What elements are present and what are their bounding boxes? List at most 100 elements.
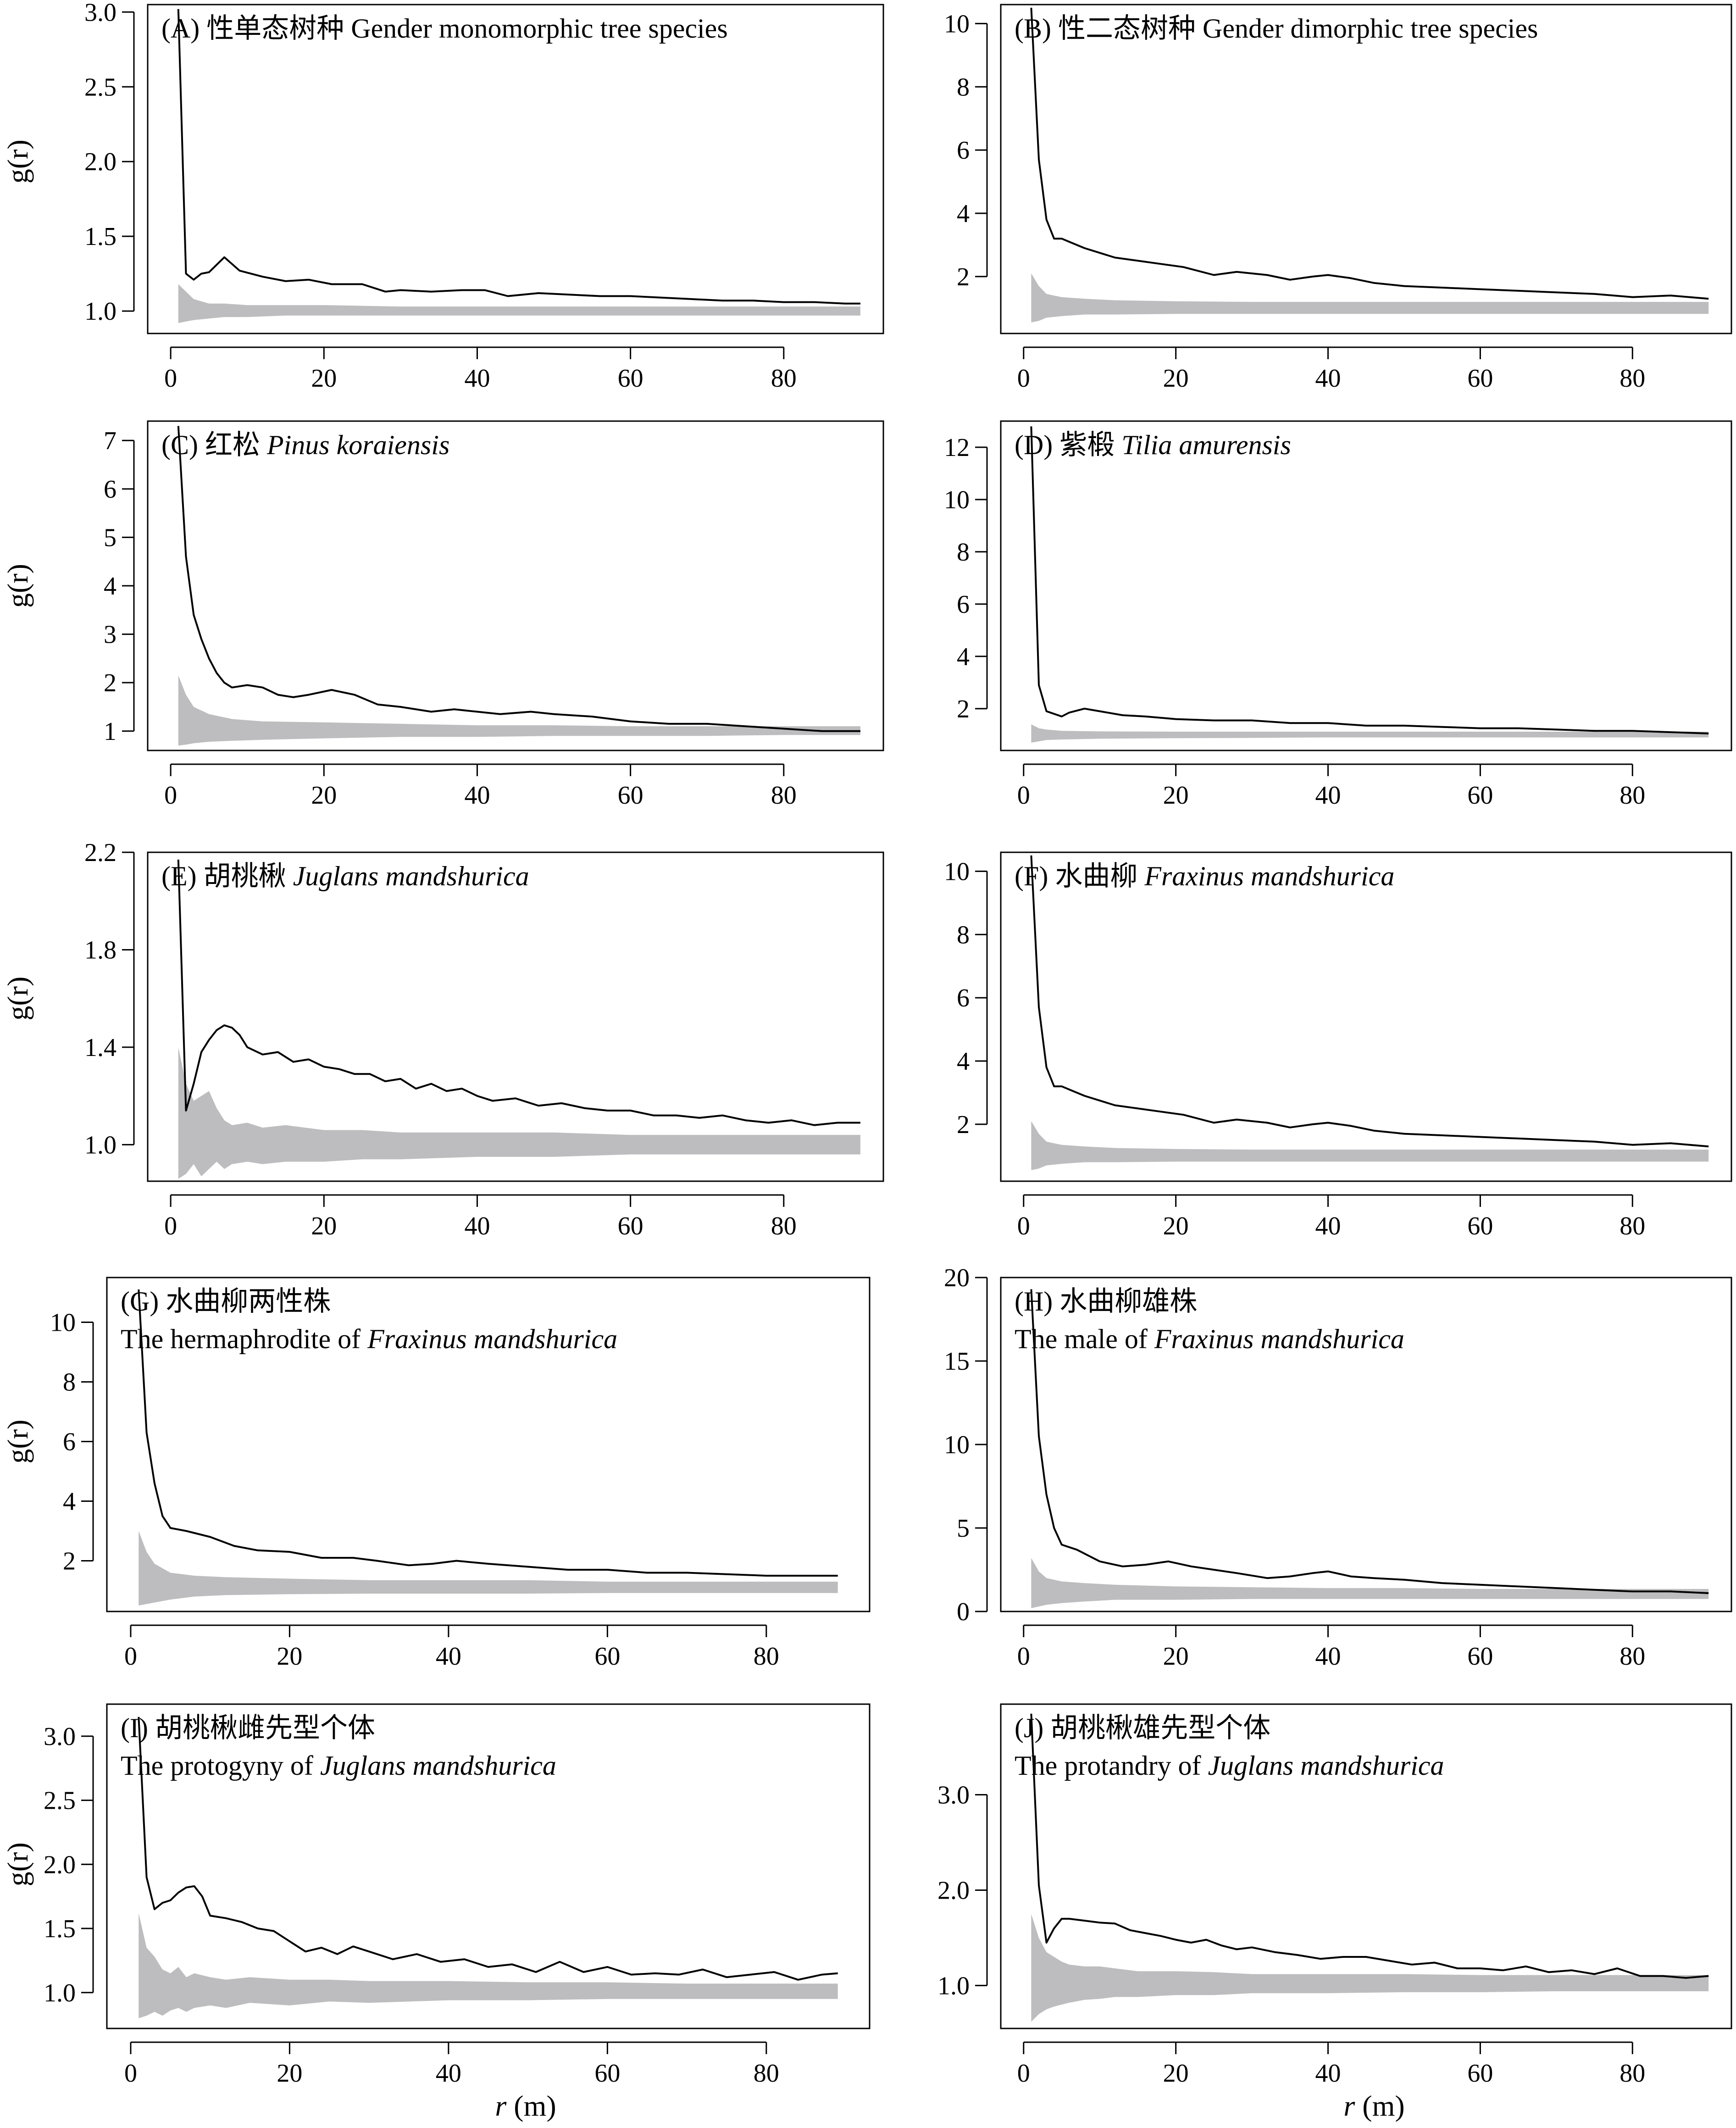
x-tick-label: 20 xyxy=(311,364,337,393)
x-tick-label: 80 xyxy=(1620,364,1645,393)
envelope-band xyxy=(1031,1914,1709,2022)
y-axis-title: g(r) xyxy=(1,977,34,1021)
y-tick-label: 8 xyxy=(957,73,970,101)
y-axis-title: g(r) xyxy=(1,139,34,183)
y-axis-title: g(r) xyxy=(1,1842,34,1886)
x-tick-label: 80 xyxy=(1620,781,1645,810)
plot-frame xyxy=(147,4,884,334)
y-tick-label: 1 xyxy=(104,717,116,746)
x-tick-label: 60 xyxy=(1467,1212,1493,1240)
x-tick-label: 80 xyxy=(1620,1642,1645,1671)
x-tick-label: 40 xyxy=(1315,1642,1341,1671)
x-tick-label: 20 xyxy=(311,781,337,810)
panel-b: 0 20 40 60 80 2 4 6 8 10 (B) 性二态树种 Gender dimorphi… xyxy=(944,4,1732,393)
y-tick-label: 1.0 xyxy=(937,1972,970,2000)
x-tick-label: 20 xyxy=(277,1642,302,1671)
y-tick-label: 6 xyxy=(63,1428,76,1456)
y-tick-label: 2 xyxy=(104,669,116,697)
observed-line xyxy=(1030,1289,1709,1594)
x-tick-label: 80 xyxy=(1620,1212,1645,1240)
panel-e: 0 20 40 60 80 1.0 1.4 1.8 2.2 g(r) (E) 胡桃楸 Juglans… xyxy=(1,839,884,1240)
panel-h: 0 20 40 60 80 0 5 10 15 20 (H) 水曲柳雄株 The male of Fr… xyxy=(944,1264,1732,1671)
y-tick-label: 3.0 xyxy=(44,1722,76,1751)
y-tick-label: 10 xyxy=(944,1431,970,1459)
y-tick-label: 10 xyxy=(944,486,970,514)
x-tick-label: 0 xyxy=(164,1212,177,1240)
y-tick-label: 4 xyxy=(957,200,970,228)
panel-subtitle: The male of Fraxinus mandshurica xyxy=(1015,1324,1404,1354)
y-tick-label: 2.2 xyxy=(84,839,116,867)
y-tick-label: 12 xyxy=(944,433,970,462)
y-tick-label: 5 xyxy=(104,523,116,552)
panel-title: (D) 紫椴 Tilia amurensis xyxy=(1015,430,1291,460)
x-tick-label: 0 xyxy=(1017,1642,1030,1671)
panel-title: (J) 胡桃楸雄先型个体 xyxy=(1015,1713,1270,1743)
x-axis-title-right: r (m) xyxy=(1343,2089,1404,2122)
x-tick-label: 60 xyxy=(1467,781,1493,810)
y-tick-label: 20 xyxy=(944,1264,970,1292)
x-tick-label: 20 xyxy=(277,2059,302,2088)
y-tick-label: 7 xyxy=(104,427,116,455)
panel-title: (F) 水曲柳 Fraxinus mandshurica xyxy=(1015,861,1394,891)
panels-layer: 0 20 40 60 801.01.52.02.53.0g(r)(A) 性单态树种 Ge… xyxy=(1,0,1732,2088)
y-tick-label: 1.0 xyxy=(44,1979,76,2007)
y-tick-label: 2.5 xyxy=(44,1787,76,1815)
panel-f: 0 20 40 60 80 2 4 6 8 10 (F) 水曲柳 Fraxinus mandshur… xyxy=(944,851,1732,1240)
y-axis-title: g(r) xyxy=(1,1420,34,1464)
x-tick-label: 0 xyxy=(124,1642,137,1671)
plot-frame xyxy=(106,1703,871,2029)
x-tick-label: 0 xyxy=(1017,364,1030,393)
x-tick-label: 0 xyxy=(1017,2059,1030,2088)
y-tick-label: 10 xyxy=(944,857,970,886)
y-tick-label: 15 xyxy=(944,1347,970,1376)
panel-j: 0 20 40 60 80 1.0 2.0 3.0 (J) 胡桃楸雄先型个体 The protan… xyxy=(937,1703,1732,2088)
y-tick-label: 4 xyxy=(104,572,116,600)
x-tick-label: 40 xyxy=(436,2059,461,2088)
envelope-band xyxy=(178,284,860,323)
x-tick-label: 80 xyxy=(754,1642,779,1671)
envelope-band xyxy=(178,675,860,746)
plot-frame xyxy=(106,1277,871,1612)
panel-d: 0 20 40 60 80 2 4 6 8 10 12 (D) 紫椴 Tilia amurensis xyxy=(944,420,1732,810)
x-tick-label: 20 xyxy=(1163,781,1189,810)
x-tick-label: 20 xyxy=(311,1212,337,1240)
observed-line xyxy=(177,426,860,732)
x-tick-label: 40 xyxy=(1315,1212,1341,1240)
y-tick-label: 2.0 xyxy=(937,1876,970,1905)
y-tick-label: 3 xyxy=(104,621,116,649)
observed-line xyxy=(138,1289,838,1577)
panel-subtitle: The protandry of Juglans mandshurica xyxy=(1015,1750,1444,1781)
x-tick-label: 80 xyxy=(771,781,797,810)
panel-i: 0 20 40 60 80 1.0 1.5 2.0 2.5 3.0 g(r) (I) 胡桃楸雌先型个体… xyxy=(1,1703,871,2088)
observed-line xyxy=(1030,855,1709,1148)
y-tick-label: 2.5 xyxy=(84,73,116,101)
envelope-band xyxy=(1031,1558,1709,1608)
y-tick-label: 6 xyxy=(957,984,970,1012)
y-tick-label: 1.5 xyxy=(44,1915,76,1943)
panel-title: (A) 性单态树种 Gender monomorphic tree specie… xyxy=(161,13,728,44)
panel-g: 0 20 40 60 80 2 4 6 8 10 g(r) (G) 水曲柳两性株 The hermaph… xyxy=(1,1277,871,1671)
envelope-band xyxy=(139,1913,838,2018)
plot-frame xyxy=(1000,1277,1732,1612)
x-tick-label: 60 xyxy=(618,1212,643,1240)
y-tick-label: 4 xyxy=(957,1047,970,1076)
observed-line xyxy=(1030,1713,1709,1979)
x-tick-label: 40 xyxy=(1315,781,1341,810)
x-tick-label: 0 xyxy=(124,2059,137,2088)
x-tick-label: 40 xyxy=(464,781,490,810)
x-tick-label: 80 xyxy=(771,364,797,393)
y-tick-label: 2.0 xyxy=(44,1850,76,1879)
y-tick-label: 8 xyxy=(957,538,970,567)
x-tick-label: 60 xyxy=(594,2059,620,2088)
x-tick-label: 60 xyxy=(1467,1642,1493,1671)
envelope-band xyxy=(1031,724,1709,743)
envelope-band xyxy=(178,1047,860,1179)
plot-frame xyxy=(147,420,884,751)
y-tick-label: 3.0 xyxy=(937,1781,970,1810)
y-tick-label: 5 xyxy=(957,1514,970,1543)
x-tick-label: 60 xyxy=(1467,364,1493,393)
x-tick-label: 20 xyxy=(1163,1212,1189,1240)
plot-frame xyxy=(1000,4,1732,334)
x-tick-label: 60 xyxy=(618,781,643,810)
